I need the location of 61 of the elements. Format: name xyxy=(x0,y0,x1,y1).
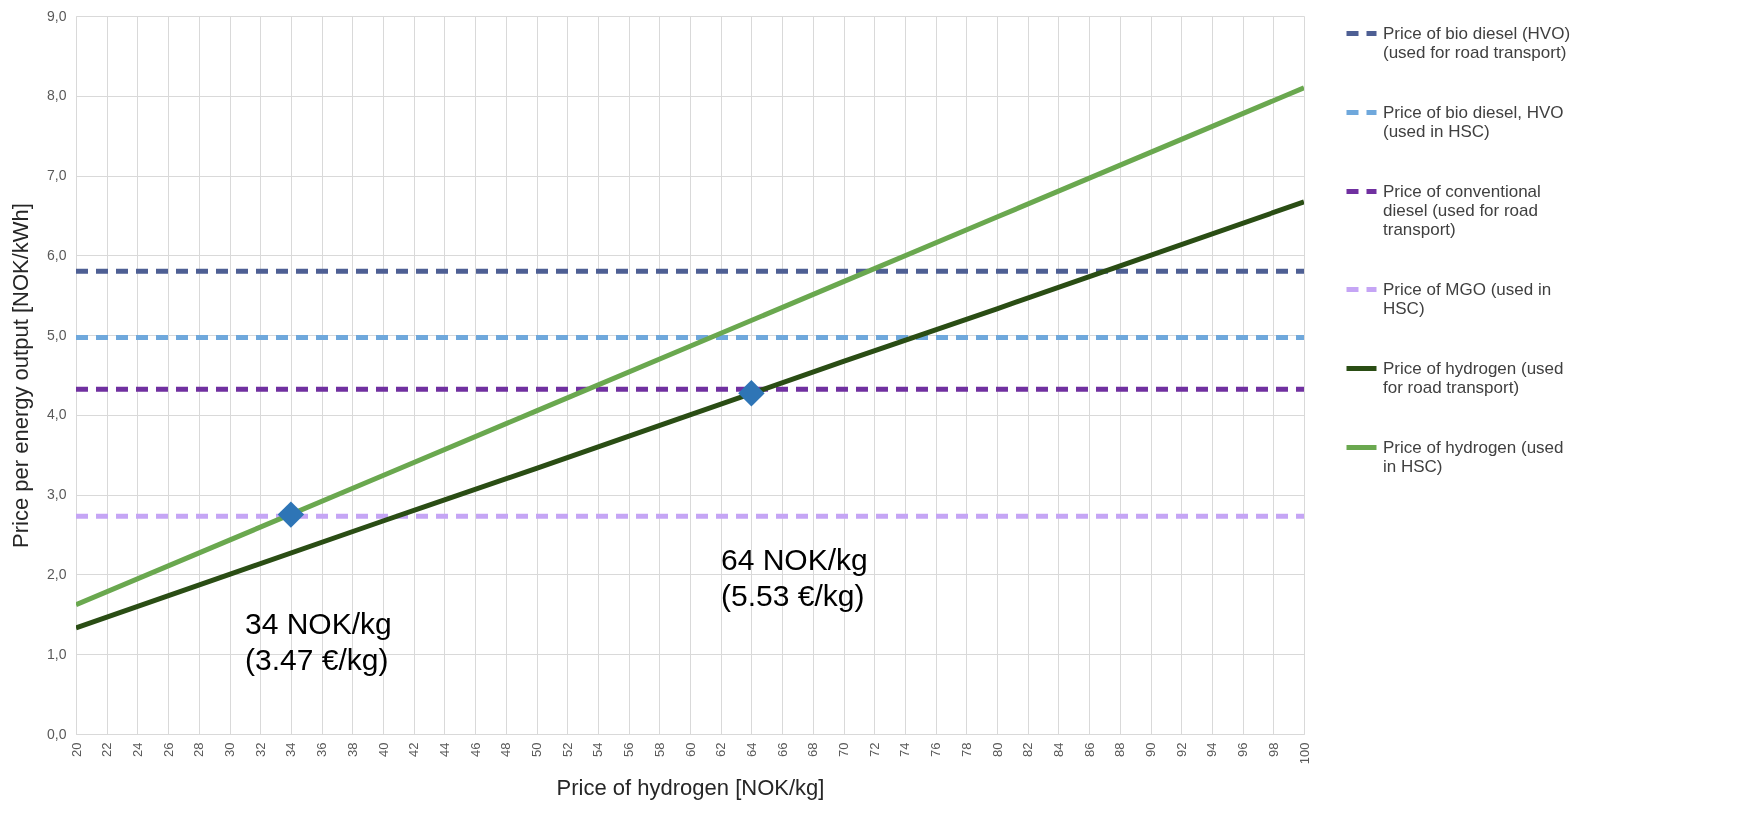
x-tick-label: 48 xyxy=(498,742,514,757)
x-tick-label: 74 xyxy=(897,742,913,757)
x-tick-label: 72 xyxy=(866,742,882,757)
x-tick-label: 100 xyxy=(1296,742,1312,765)
x-tick-label: 30 xyxy=(222,742,237,757)
annotation: 64 NOK/kg (5.53 €/kg) xyxy=(721,543,868,612)
y-tick-label: 1,0 xyxy=(47,645,67,662)
x-tick-label: 70 xyxy=(836,742,851,757)
x-tick-label: 86 xyxy=(1081,742,1097,757)
legend-label: Price of conventional diesel (used for road transport) xyxy=(1383,181,1541,239)
x-tick-label: 32 xyxy=(252,742,268,757)
y-tick-label: 4,0 xyxy=(47,406,67,423)
x-tick-label: 60 xyxy=(682,742,698,757)
x-tick-label: 64 xyxy=(743,742,759,757)
x-tick-label: 46 xyxy=(467,742,483,757)
legend-label: Price of hydrogen (used in HSC) xyxy=(1383,437,1564,476)
x-tick-label: 22 xyxy=(99,742,115,757)
x-tick-label: 90 xyxy=(1143,742,1158,757)
x-tick-label: 38 xyxy=(344,742,360,757)
x-tick-label: 82 xyxy=(1020,742,1036,757)
x-tick-label: 24 xyxy=(129,742,145,757)
x-axis-title: Price of hydrogen [NOK/kg] xyxy=(556,775,825,801)
y-tick-label: 7,0 xyxy=(47,167,67,184)
y-tick-label: 5,0 xyxy=(47,326,67,343)
x-tick-label: 34 xyxy=(283,742,299,757)
x-tick-label: 28 xyxy=(191,742,207,757)
x-tick-label: 58 xyxy=(651,742,667,757)
y-tick-label: 0,0 xyxy=(47,725,67,742)
x-tick-label: 66 xyxy=(774,742,790,757)
x-tick-label: 54 xyxy=(590,742,606,757)
legend-label: Price of MGO (used in HSC) xyxy=(1383,279,1552,318)
x-tick-label: 88 xyxy=(1112,742,1128,757)
x-tick-label: 94 xyxy=(1204,742,1220,757)
legend-label: Price of hydrogen (used for road transport) xyxy=(1383,358,1564,397)
x-tick-label: 76 xyxy=(928,742,944,757)
x-tick-label: 92 xyxy=(1173,742,1189,757)
x-tick-label: 62 xyxy=(713,742,729,757)
x-tick-label: 36 xyxy=(314,742,330,757)
y-tick-label: 8,0 xyxy=(47,87,67,104)
x-tick-label: 80 xyxy=(989,742,1005,757)
y-tick-label: 2,0 xyxy=(47,565,67,582)
y-axis-title: Price per energy output [NOK/kWh] xyxy=(8,203,34,548)
x-tick-label: 56 xyxy=(621,742,637,757)
y-tick-label: 3,0 xyxy=(47,486,67,503)
y-tick-label: 9,0 xyxy=(47,7,67,24)
x-tick-label: 50 xyxy=(529,742,544,757)
x-tick-label: 20 xyxy=(68,742,84,757)
annotation: 34 NOK/kg (3.47 €/kg) xyxy=(245,607,392,676)
x-tick-label: 84 xyxy=(1050,742,1066,757)
x-tick-label: 96 xyxy=(1235,742,1251,757)
y-tick-label: 6,0 xyxy=(47,246,67,263)
legend-label: Price of bio diesel (HVO) (used for road transport) xyxy=(1383,23,1571,62)
x-tick-label: 44 xyxy=(436,742,452,757)
x-tick-label: 40 xyxy=(375,742,391,757)
legend-label: Price of bio diesel, HVO (used in HSC) xyxy=(1383,102,1564,141)
x-tick-label: 52 xyxy=(559,742,575,757)
x-tick-label: 98 xyxy=(1265,742,1281,757)
x-tick-label: 42 xyxy=(406,742,422,757)
x-tick-label: 68 xyxy=(805,742,821,757)
x-tick-label: 78 xyxy=(958,742,974,757)
x-tick-label: 26 xyxy=(160,742,176,757)
